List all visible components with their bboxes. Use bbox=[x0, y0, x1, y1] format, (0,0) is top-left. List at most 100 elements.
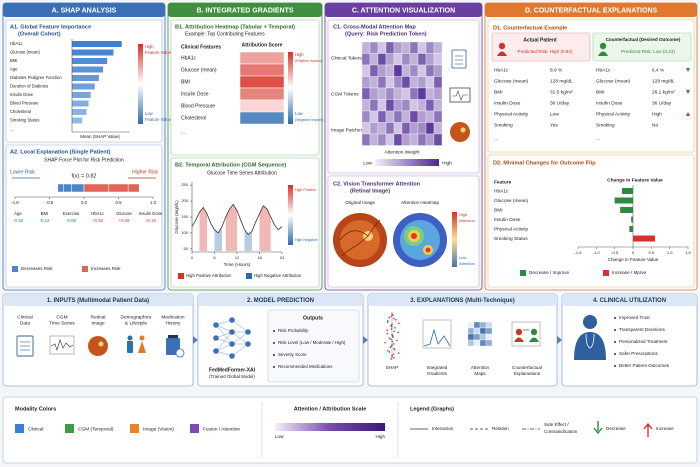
label: Insulin Dose bbox=[596, 100, 623, 106]
label: Change in Feature Value bbox=[607, 177, 663, 183]
label: Low bbox=[275, 434, 284, 439]
attention-cell bbox=[433, 76, 443, 89]
label: Cholesterol bbox=[181, 115, 206, 121]
bar bbox=[72, 109, 87, 115]
icon-wave bbox=[50, 339, 74, 351]
change-bar bbox=[622, 188, 633, 194]
icon-cap bbox=[168, 335, 178, 338]
label: ... bbox=[181, 129, 185, 135]
icon-wave bbox=[452, 90, 468, 101]
force-segment bbox=[108, 183, 129, 193]
attention-icon-cell bbox=[473, 333, 481, 341]
glucose-line bbox=[191, 203, 283, 236]
label: SHAP bbox=[386, 365, 399, 370]
decrease-arrow bbox=[593, 421, 603, 435]
label: Data bbox=[20, 320, 30, 326]
attention-cell bbox=[417, 110, 427, 123]
label: BMI bbox=[596, 89, 605, 95]
attention-cell bbox=[385, 133, 395, 146]
attention-icon-cell bbox=[467, 321, 475, 329]
label: 36 U/day bbox=[550, 100, 570, 106]
label: Low bbox=[550, 111, 559, 117]
label: B1. Attribution Heatmap (Tabular + Tempo… bbox=[175, 24, 295, 30]
label: Low bbox=[145, 111, 154, 116]
shap-dot bbox=[391, 354, 393, 357]
attention-cell bbox=[409, 87, 419, 100]
label: Improved Trust bbox=[619, 315, 650, 320]
label: Medication bbox=[161, 314, 185, 320]
attribution-fill bbox=[233, 204, 237, 251]
shap-dot bbox=[392, 353, 395, 356]
attribution-fill bbox=[199, 207, 204, 251]
attention-cell bbox=[425, 41, 435, 54]
label: HbA1c bbox=[494, 67, 509, 73]
attribution-fill bbox=[267, 209, 271, 251]
label: High Positive bbox=[295, 188, 316, 192]
label: Example: Top Contributing Features bbox=[185, 31, 265, 37]
panel-title: A. SHAP ANALYSIS bbox=[52, 7, 117, 14]
flow-header bbox=[3, 294, 193, 306]
legend-swatch bbox=[12, 266, 18, 272]
panel-title: B. INTEGRATED GRADIENTS bbox=[196, 7, 293, 14]
change-bar bbox=[614, 197, 633, 204]
attention-cell bbox=[401, 133, 411, 146]
shap-dot bbox=[397, 331, 399, 334]
bullet bbox=[614, 353, 616, 355]
label: Predicted Risk: High (0.82) bbox=[518, 49, 573, 54]
attention-cell bbox=[417, 41, 427, 54]
cf-card bbox=[592, 32, 692, 62]
label: Feature bbox=[494, 179, 512, 185]
attention-cell bbox=[369, 99, 379, 112]
attention-cell bbox=[393, 133, 403, 146]
attention-cell bbox=[393, 41, 403, 54]
change-arrow bbox=[686, 68, 690, 72]
heat-cell bbox=[239, 63, 285, 77]
label: Image Patches bbox=[331, 127, 364, 133]
node bbox=[213, 348, 219, 354]
label: ... bbox=[494, 136, 498, 141]
attention-cell bbox=[385, 99, 395, 112]
label: +0.16 bbox=[145, 218, 156, 223]
label: Physical Activity bbox=[494, 226, 529, 232]
attention-cell bbox=[361, 53, 371, 66]
attribution-fill bbox=[248, 231, 252, 251]
shap-dot bbox=[390, 338, 392, 341]
attention-cell bbox=[377, 41, 387, 54]
attention-cell bbox=[409, 53, 419, 66]
label: Physical Activity bbox=[494, 111, 529, 117]
label: Smoking Status bbox=[10, 118, 39, 123]
attention-cell bbox=[385, 41, 395, 54]
label: BMI bbox=[494, 89, 503, 95]
label: Insulin Dose bbox=[181, 91, 209, 97]
force-segment bbox=[71, 183, 85, 193]
edge bbox=[215, 324, 233, 333]
label: Modality Colors bbox=[15, 406, 56, 412]
attention-cell bbox=[393, 64, 403, 77]
bullet bbox=[273, 330, 275, 332]
actual-card bbox=[491, 32, 591, 62]
label: Increases Risk bbox=[91, 266, 121, 271]
label: (Trained Global Model) bbox=[209, 374, 255, 379]
shap-dot bbox=[386, 332, 389, 335]
label: Risk Probability bbox=[278, 328, 309, 333]
axis-label: Glucose (mg/dL) bbox=[174, 200, 179, 234]
doctor-head bbox=[583, 315, 597, 329]
shap-dot bbox=[388, 337, 391, 339]
attention-cell bbox=[401, 122, 411, 135]
label: Transparent Decisions bbox=[619, 327, 665, 332]
shap-dot bbox=[390, 325, 393, 328]
label: High Negative bbox=[295, 238, 318, 242]
label: Glucose (mean) bbox=[181, 67, 217, 73]
label: Attribution Score bbox=[242, 42, 283, 48]
tick-label: 1.5 bbox=[685, 250, 691, 255]
attention-cell bbox=[417, 133, 427, 146]
bullet bbox=[273, 354, 275, 356]
attention-cell bbox=[377, 122, 387, 135]
force-segment bbox=[127, 183, 140, 193]
ig-curve bbox=[423, 328, 451, 347]
label: HbA1c bbox=[91, 211, 105, 216]
edge bbox=[215, 337, 233, 345]
label: 31.5 kg/m² bbox=[550, 89, 573, 95]
